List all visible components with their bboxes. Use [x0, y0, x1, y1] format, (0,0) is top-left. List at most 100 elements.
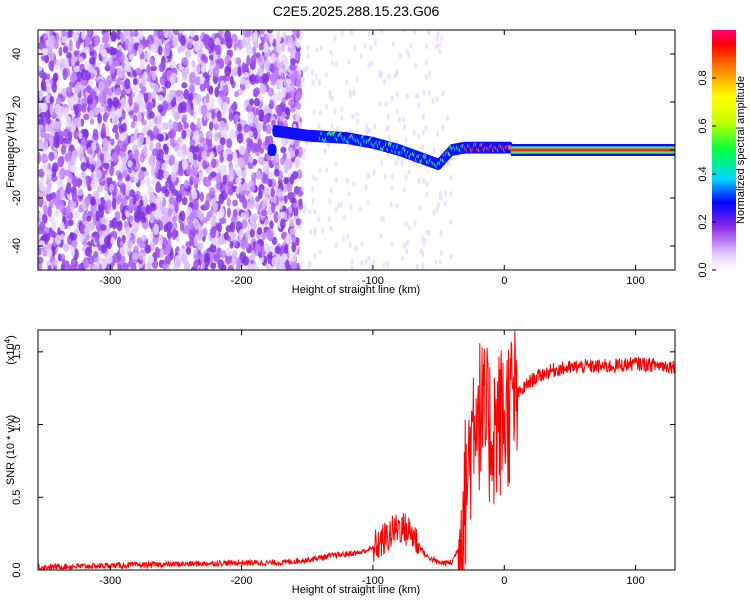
- heatmap-noise-cell: [139, 30, 144, 41]
- heatmap-noise-cell: [258, 156, 265, 165]
- heatmap-noise-cell: [205, 92, 210, 104]
- heatmap-noise-cell: [181, 196, 188, 206]
- heatmap-noise-cell: [164, 255, 172, 265]
- heatmap-noise-cell: [239, 77, 246, 85]
- heatmap-noise-cell: [250, 249, 256, 261]
- heatmap-noise-cell: [156, 115, 162, 125]
- heatmap-noise-cell: [173, 259, 181, 269]
- heatmap-noise-cell: [405, 239, 410, 246]
- heatmap-noise-cell: [404, 221, 408, 228]
- heatmap-noise-cell: [305, 65, 309, 72]
- heatmap-noise-cell: [289, 218, 295, 227]
- heatmap-noise-cell: [262, 114, 269, 125]
- heatmap-noise-cell: [318, 80, 322, 87]
- heatmap-noise-cell: [184, 224, 190, 234]
- heatmap-noise-cell: [295, 41, 302, 48]
- heatmap-noise-cell: [76, 188, 84, 197]
- heatmap-noise-cell: [220, 250, 227, 259]
- heatmap-noise-cell: [236, 57, 242, 66]
- heatmap-noise-cell: [346, 233, 350, 240]
- heatmap-noise-cell: [421, 129, 426, 136]
- heatmap-noise-cell: [162, 100, 169, 112]
- heatmap-noise-cell: [232, 101, 238, 113]
- heatmap-noise-cell: [72, 176, 78, 188]
- heatmap-noise-cell: [56, 176, 63, 189]
- heatmap-y-ticks: -40 -20 0 20 40: [11, 48, 675, 254]
- heatmap-noise-cell: [421, 251, 425, 258]
- heatmap-noise-cell: [209, 121, 214, 132]
- heatmap-noise-cell: [308, 261, 313, 268]
- colorbar: [712, 30, 736, 270]
- heatmap-noise-cell: [182, 114, 188, 122]
- heatmap-noise-cell: [193, 218, 200, 230]
- heatmap-noise-cell: [114, 59, 120, 67]
- heatmap-noise-cell: [400, 160, 404, 167]
- snr-x-tick-label: 100: [626, 575, 644, 587]
- heatmap-noise-cell: [226, 153, 233, 162]
- heatmap-noise-cell: [168, 93, 174, 101]
- heatmap-noise-cell: [435, 35, 439, 42]
- heatmap-noise-cell: [249, 98, 254, 106]
- heatmap-noise-cell: [98, 80, 105, 93]
- heatmap-noise-cell: [258, 95, 265, 102]
- heatmap-noise-cell: [192, 176, 200, 185]
- heatmap-noise-cell: [241, 239, 246, 251]
- heatmap-noise-cell: [200, 65, 207, 74]
- heatmap-noise-cell: [49, 136, 54, 147]
- heatmap-x-tick-label: -300: [99, 275, 121, 287]
- heatmap-noise-cell: [240, 212, 246, 220]
- heatmap-noise-cell: [171, 138, 176, 148]
- heatmap-noise-cell: [146, 101, 153, 113]
- heatmap-noise-cell: [230, 34, 238, 42]
- heatmap-noise-cell: [267, 87, 275, 97]
- heatmap-noise-cell: [364, 184, 368, 191]
- heatmap-noise-cell: [120, 89, 126, 97]
- heatmap-noise-cell: [438, 258, 442, 265]
- heatmap-x-tick-label: -200: [231, 275, 253, 287]
- heatmap-noise-cell: [137, 112, 143, 123]
- heatmap-noise-cell: [210, 171, 217, 178]
- heatmap-noise-cell: [43, 232, 51, 242]
- colorbar-tick-label: 0.8: [697, 70, 709, 85]
- heatmap-noise-cell: [252, 115, 259, 125]
- heatmap-noise-cell: [127, 266, 132, 270]
- heatmap-noise-cell: [71, 192, 78, 203]
- colorbar-ticks: 0.0 0.2 0.4 0.6 0.8: [697, 70, 716, 278]
- heatmap-noise-cell: [98, 263, 103, 270]
- heatmap-noise-cell: [251, 46, 257, 56]
- heatmap-noise-cell: [220, 164, 228, 176]
- heatmap-noise-cell: [149, 56, 154, 65]
- figure-title: C2E5.2025.288.15.23.G06: [273, 3, 440, 19]
- heatmap-noise-cell: [432, 210, 436, 217]
- heatmap-noise-cell: [60, 144, 67, 155]
- heatmap-noise-cell: [38, 41, 44, 51]
- heatmap-noise-cell: [125, 184, 130, 197]
- heatmap-noise-cell: [242, 30, 250, 38]
- heatmap-noise-cell: [142, 144, 148, 157]
- heatmap-noise-cell: [88, 156, 95, 165]
- heatmap-noise-cell: [221, 264, 227, 270]
- heatmap-noise-cell: [173, 110, 181, 121]
- heatmap-noise-cell: [347, 191, 351, 198]
- heatmap-noise-cell: [424, 59, 428, 66]
- snr-series-line: [38, 330, 675, 570]
- heatmap-noise-cell: [387, 134, 391, 141]
- heatmap-noise-cell: [153, 30, 159, 37]
- heatmap-noise-cell: [261, 73, 269, 85]
- heatmap-noise-cell: [116, 220, 123, 232]
- heatmap-noise-cell: [434, 259, 438, 266]
- heatmap-noise-cell: [306, 52, 310, 59]
- heatmap-noise-cell: [229, 75, 234, 86]
- heatmap-noise-cell: [253, 143, 261, 153]
- heatmap-noise-cell: [253, 97, 261, 107]
- heatmap-noise-cell: [88, 255, 95, 265]
- heatmap-noise-cell: [189, 30, 195, 38]
- heatmap-noise-cell: [390, 241, 394, 248]
- heatmap-noise-cell: [366, 200, 370, 207]
- heatmap-noise-cell: [237, 66, 242, 77]
- heatmap-noise-cell: [38, 211, 43, 220]
- heatmap-noise-cell: [164, 80, 172, 89]
- heatmap-noise-cell: [192, 198, 199, 211]
- heatmap-noise-cell: [238, 145, 246, 155]
- heatmap-noise-cell: [52, 74, 58, 85]
